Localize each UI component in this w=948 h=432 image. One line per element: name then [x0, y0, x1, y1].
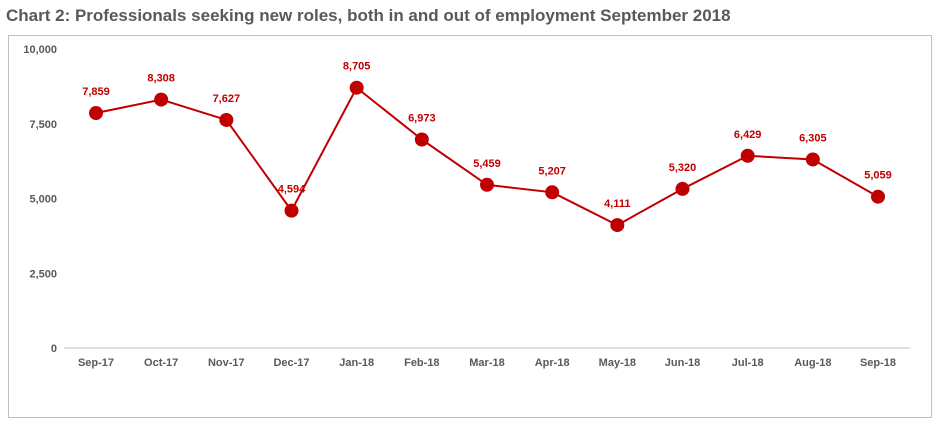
data-point[interactable]: [805, 152, 820, 167]
data-point[interactable]: [219, 112, 234, 127]
data-point[interactable]: [349, 80, 364, 95]
x-tick-label: Aug-18: [794, 357, 831, 369]
x-tick-label: Jun-18: [665, 357, 700, 369]
x-tick-label: Jan-18: [339, 357, 374, 369]
x-tick-label: Nov-17: [208, 357, 245, 369]
x-tick-label: Feb-18: [404, 357, 439, 369]
data-point[interactable]: [545, 185, 560, 200]
series-line: [95, 86, 879, 227]
x-tick-label: Jul-18: [732, 357, 764, 369]
data-point[interactable]: [675, 181, 690, 196]
chart-frame: [8, 35, 932, 418]
data-point[interactable]: [480, 177, 494, 192]
data-label: 6,305: [799, 132, 827, 144]
data-label: 5,459: [473, 158, 501, 170]
data-point[interactable]: [154, 92, 169, 107]
data-label: 6,429: [734, 129, 762, 141]
x-tick-label: Sep-18: [860, 357, 896, 369]
x-tick-label: May-18: [599, 357, 636, 369]
chart-title: Chart 2: Professionals seeking new roles…: [6, 6, 731, 25]
data-point[interactable]: [414, 132, 429, 147]
data-label: 7,859: [82, 86, 110, 98]
data-point[interactable]: [610, 218, 625, 233]
x-tick-label: Oct-17: [144, 357, 178, 369]
x-tick-label: Sep-17: [78, 357, 114, 369]
data-label: 4,111: [604, 198, 630, 210]
data-label: 5,320: [669, 162, 697, 174]
y-tick-label: 7,500: [29, 119, 57, 131]
y-tick-label: 10,000: [23, 44, 57, 56]
data-label: 5,207: [538, 165, 566, 177]
data-label: 5,059: [864, 170, 892, 182]
y-tick-label: 5,000: [29, 194, 57, 206]
data-point[interactable]: [740, 148, 755, 163]
data-point[interactable]: [284, 203, 299, 218]
y-tick-label: 2,500: [29, 268, 57, 280]
data-label: 7,627: [213, 93, 241, 105]
data-point[interactable]: [89, 106, 103, 121]
data-label: 4,594: [278, 184, 306, 196]
data-label: 8,308: [147, 73, 175, 85]
data-point[interactable]: [871, 189, 885, 204]
y-tick-label: 0: [51, 343, 57, 355]
x-tick-label: Mar-18: [469, 357, 504, 369]
x-tick-label: Apr-18: [535, 357, 570, 369]
data-label: 6,973: [408, 113, 436, 125]
data-label: 8,705: [343, 61, 371, 73]
x-tick-label: Dec-17: [273, 357, 309, 369]
